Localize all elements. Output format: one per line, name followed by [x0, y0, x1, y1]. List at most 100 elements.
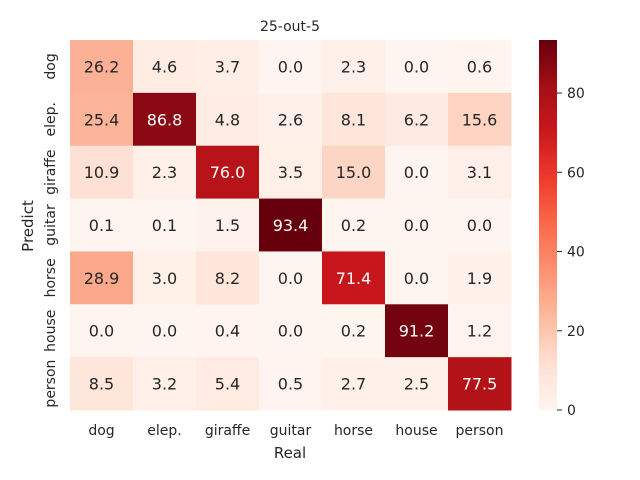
cell-value-label: 2.7 [341, 375, 366, 394]
cell-value-label: 15.6 [462, 110, 498, 129]
cell-value-label: 0.0 [404, 163, 429, 182]
cell-value-label: 2.3 [152, 163, 177, 182]
heatmap-cell [196, 251, 260, 305]
heatmap-cell [385, 198, 449, 252]
cell-value-label: 3.1 [467, 163, 492, 182]
heatmap-cells [70, 40, 512, 411]
y-tick-label: elep. [43, 102, 59, 136]
chart-title: 25-out-5 [260, 19, 320, 35]
heatmap-cell [448, 92, 512, 147]
cell-value-label: 1.5 [215, 216, 240, 235]
colorbar-gradient [539, 40, 557, 410]
cell-value-label: 77.5 [462, 375, 498, 394]
colorbar [539, 40, 557, 410]
x-axis-label: Real [274, 444, 306, 462]
cell-value-label: 0.0 [89, 322, 114, 341]
y-tick-label: guitar [43, 204, 59, 246]
heatmap-cell [259, 251, 323, 305]
cell-value-label: 76.0 [210, 163, 246, 182]
heatmap-cell [196, 357, 260, 411]
cell-value-label: 0.1 [152, 216, 177, 235]
heatmap-cell [448, 251, 512, 305]
cell-value-label: 0.0 [278, 322, 303, 341]
colorbar-tick-label: 40 [567, 245, 585, 261]
cell-value-label: 25.4 [84, 110, 120, 129]
heatmap-cell [448, 40, 512, 94]
cell-value-label: 0.6 [467, 57, 492, 76]
cell-value-label: 26.2 [84, 57, 120, 76]
x-tick-label: dog [88, 423, 114, 439]
cell-value-label: 0.2 [341, 216, 366, 235]
heatmap-cell [196, 40, 260, 94]
x-tick-label: house [395, 423, 437, 439]
heatmap-cell [70, 304, 134, 358]
cell-value-label: 1.9 [467, 269, 492, 288]
heatmap-cell [322, 92, 386, 147]
x-tick-label: giraffe [205, 423, 250, 439]
y-tick-label: horse [43, 258, 59, 297]
cell-value-label: 6.2 [404, 110, 429, 129]
heatmap-cell [322, 40, 386, 94]
y-axis-label: Predict [19, 200, 37, 252]
heatmap-cell [259, 304, 323, 358]
x-tick-label: person [456, 423, 504, 439]
y-tick-label: dog [43, 53, 59, 79]
colorbar-ticks: 0 20 40 60 80 [557, 86, 585, 419]
x-tick-label: elep. [147, 423, 181, 439]
cell-value-label: 0.0 [278, 57, 303, 76]
heatmap-cell [133, 92, 197, 147]
cell-value-label: 2.3 [341, 57, 366, 76]
y-tick-label: house [43, 310, 59, 352]
heatmap-cell [448, 357, 512, 411]
cell-value-label: 4.8 [215, 110, 240, 129]
cell-value-label: 0.0 [404, 269, 429, 288]
heatmap-cell [70, 357, 134, 411]
cell-value-label: 0.1 [89, 216, 114, 235]
heatmap-cell [133, 304, 197, 358]
heatmap-cell [259, 40, 323, 94]
heatmap-cell [259, 198, 323, 252]
cell-value-label: 5.4 [215, 375, 240, 394]
cell-value-label: 0.4 [215, 322, 240, 341]
heatmap-cell [322, 251, 386, 305]
heatmap-cell [322, 145, 386, 200]
cell-value-label: 10.9 [84, 163, 120, 182]
y-axis-ticks: dog elep. giraffe guitar horse house person [43, 53, 59, 407]
heatmap-cell [196, 198, 260, 252]
heatmap-cell [385, 304, 449, 358]
heatmap-cell [70, 145, 134, 200]
heatmap-cell [70, 92, 134, 147]
cell-value-label: 8.5 [89, 375, 114, 394]
heatmap-cell [196, 304, 260, 358]
heatmap-cell [448, 304, 512, 358]
cell-value-label: 3.7 [215, 57, 240, 76]
colorbar-tick-label: 20 [567, 324, 585, 340]
heatmap-cell [133, 145, 197, 200]
cell-value-label: 8.2 [215, 269, 240, 288]
heatmap-cell [385, 357, 449, 411]
heatmap-cell [448, 198, 512, 252]
heatmap-cell [385, 40, 449, 94]
heatmap-cell [70, 198, 134, 252]
heatmap-cell [196, 92, 260, 147]
cell-value-label: 0.0 [404, 57, 429, 76]
cell-value-label: 28.9 [84, 269, 120, 288]
cell-value-label: 2.6 [278, 110, 303, 129]
colorbar-tick-label: 60 [567, 165, 585, 181]
cell-value-label: 3.5 [278, 163, 303, 182]
heatmap-cell [70, 251, 134, 305]
heatmap-cell [322, 198, 386, 252]
x-axis-ticks: dog elep. giraffe guitar horse house person [88, 423, 503, 439]
colorbar-tick-label: 0 [567, 403, 576, 419]
heatmap-cell [259, 92, 323, 147]
cell-value-label: 0.0 [278, 269, 303, 288]
heatmap-cell [322, 304, 386, 358]
cell-value-label: 2.5 [404, 375, 429, 394]
heatmap-cell [196, 145, 260, 200]
heatmap-cell [385, 251, 449, 305]
heatmap-cell [322, 357, 386, 411]
heatmap-cell [133, 251, 197, 305]
heatmap-cell [133, 40, 197, 94]
cell-value-label: 0.0 [467, 216, 492, 235]
